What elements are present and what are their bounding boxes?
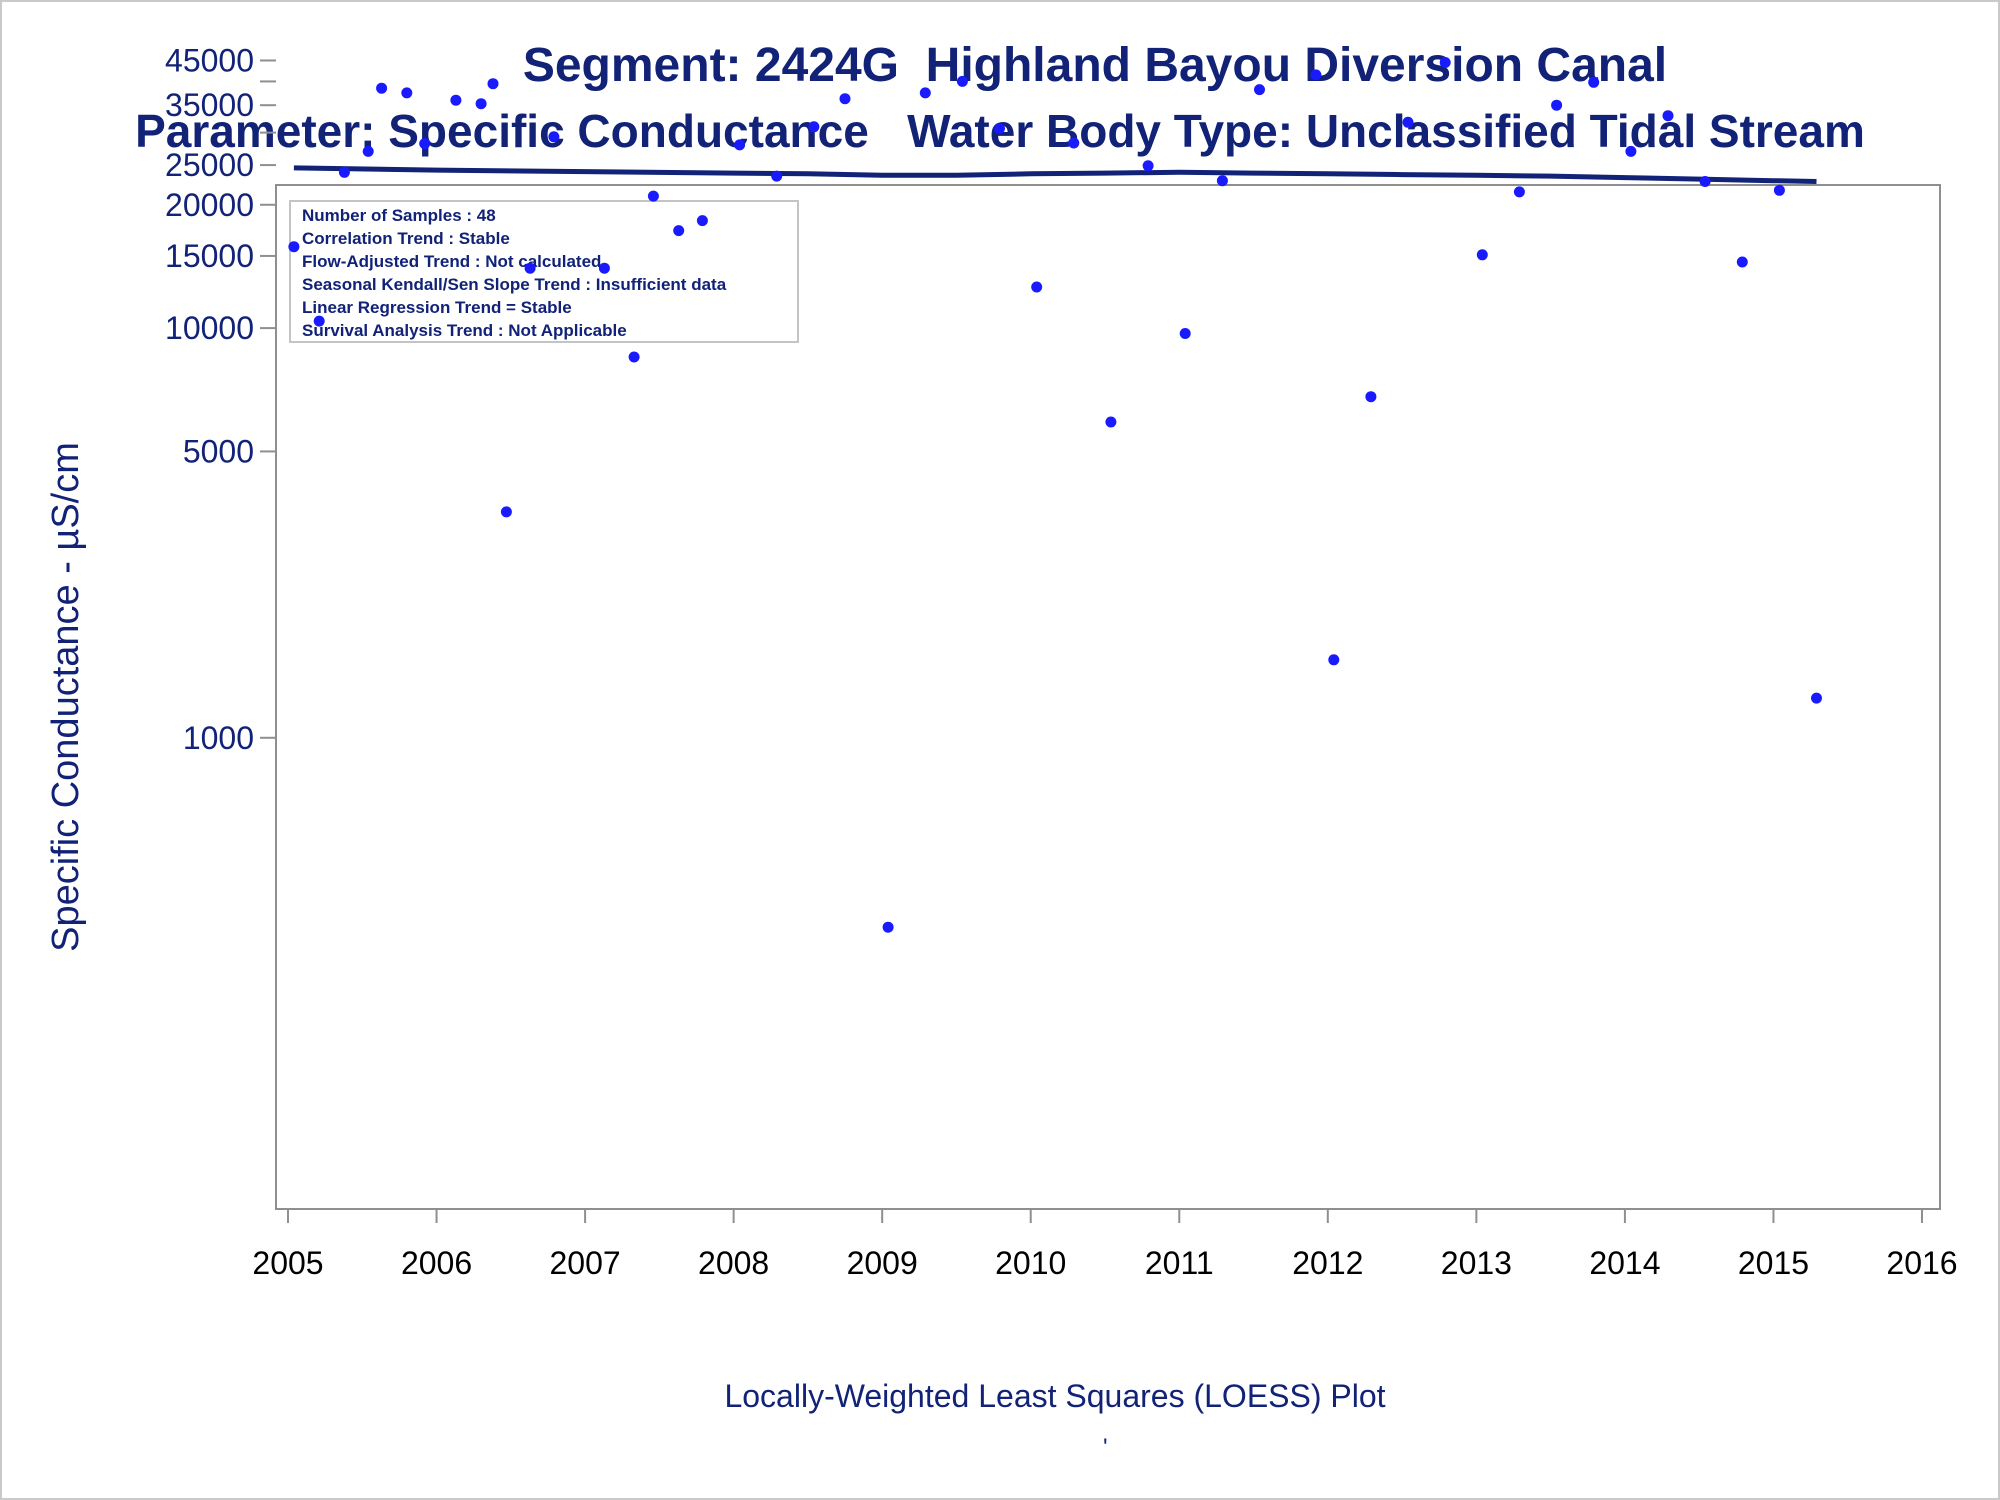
data-point xyxy=(673,225,685,237)
x-tick-label: 2015 xyxy=(1738,1245,1809,1281)
x-tick-label: 2016 xyxy=(1886,1245,1957,1281)
x-tick-label: 2012 xyxy=(1292,1245,1363,1281)
x-axis: 2005 2006 2007 2008 2009 2010 2011 2012 2013 2014… xyxy=(252,1209,1958,1281)
data-point xyxy=(919,87,931,99)
legend-line: Survival Analysis Trend : Not Applicable xyxy=(302,321,627,340)
data-point xyxy=(1588,76,1600,88)
y-tick-label: 10000 xyxy=(165,310,254,346)
legend-box: Number of Samples : 48 Correlation Trend … xyxy=(289,200,799,343)
data-point xyxy=(1736,256,1748,268)
data-point xyxy=(313,315,325,327)
data-point xyxy=(288,241,300,253)
data-point xyxy=(1310,69,1322,81)
footnote: ' xyxy=(1103,1434,1108,1461)
data-point xyxy=(1662,110,1674,122)
data-point xyxy=(808,121,820,133)
data-point xyxy=(475,98,487,110)
y-tick-label: 25000 xyxy=(165,147,254,183)
x-tick-label: 2011 xyxy=(1145,1245,1214,1281)
legend-line: Linear Regression Trend = Stable xyxy=(302,298,572,317)
y-tick-label: 5000 xyxy=(183,433,254,469)
data-point xyxy=(1476,249,1488,261)
data-point xyxy=(1625,145,1637,157)
data-point xyxy=(734,139,746,151)
data-point xyxy=(598,262,610,274)
y-tick-label: 1000 xyxy=(183,720,254,756)
data-point xyxy=(839,93,851,105)
data-point xyxy=(1773,184,1785,196)
data-point xyxy=(771,170,783,182)
data-point xyxy=(487,78,499,90)
data-point xyxy=(1031,281,1043,293)
data-point xyxy=(524,262,536,274)
x-axis-title: Locally-Weighted Least Squares (LOESS) P… xyxy=(724,1378,1386,1414)
y-axis-title: Specific Conductance - µS/cm xyxy=(45,442,87,952)
data-point xyxy=(1328,654,1340,666)
data-point xyxy=(1513,186,1525,198)
plot-area xyxy=(275,184,1941,1210)
loess-layer xyxy=(293,165,1817,184)
data-point xyxy=(376,82,388,94)
data-point xyxy=(401,87,413,99)
points-layer xyxy=(288,57,1822,933)
legend-line: Flow-Adjusted Trend : Not calculated xyxy=(302,252,601,271)
x-tick-label: 2009 xyxy=(847,1245,918,1281)
x-tick-label: 2008 xyxy=(698,1245,769,1281)
data-point xyxy=(628,351,640,363)
data-point xyxy=(956,75,968,87)
x-tick-label: 2013 xyxy=(1441,1245,1512,1281)
data-point xyxy=(647,190,659,202)
data-point xyxy=(450,94,462,106)
data-point xyxy=(1068,137,1080,149)
x-tick-label: 2014 xyxy=(1589,1245,1660,1281)
data-point xyxy=(1551,99,1563,111)
data-point xyxy=(1365,391,1377,403)
y-tick-label: 35000 xyxy=(165,87,254,123)
x-tick-label: 2006 xyxy=(401,1245,472,1281)
data-point xyxy=(696,215,708,227)
data-point xyxy=(1105,416,1117,428)
legend-line: Correlation Trend : Stable xyxy=(302,229,510,248)
x-tick-label: 2007 xyxy=(549,1245,620,1281)
legend-line: Seasonal Kendall/Sen Slope Trend : Insuf… xyxy=(302,275,727,294)
data-point xyxy=(419,138,431,150)
y-tick-label: 20000 xyxy=(165,187,254,223)
data-point xyxy=(882,921,894,933)
legend-border xyxy=(289,200,799,343)
data-point xyxy=(1254,84,1265,96)
data-point xyxy=(1142,160,1154,172)
legend-line: Number of Samples : 48 xyxy=(302,206,496,225)
data-point xyxy=(1811,692,1822,704)
data-point xyxy=(500,506,512,518)
data-point xyxy=(338,166,350,178)
y-tick-label: 45000 xyxy=(165,42,254,78)
data-point xyxy=(1439,57,1451,68)
data-point xyxy=(1699,176,1711,187)
data-point xyxy=(362,145,374,157)
data-point xyxy=(1402,116,1414,128)
data-point xyxy=(548,131,560,143)
y-tick-label: 15000 xyxy=(165,238,254,274)
data-point xyxy=(994,123,1005,134)
y-axis: 1000 5000 10000 15000 20000 25000 35000 45000 xyxy=(165,42,276,756)
x-tick-label: 2005 xyxy=(252,1245,323,1281)
chart-subtitle: Parameter: Specific Conductance Water Bo… xyxy=(135,105,1865,157)
data-point xyxy=(1179,328,1191,339)
loess-line xyxy=(293,165,1817,184)
x-tick-label: 2010 xyxy=(995,1245,1066,1281)
data-point xyxy=(1216,175,1228,187)
